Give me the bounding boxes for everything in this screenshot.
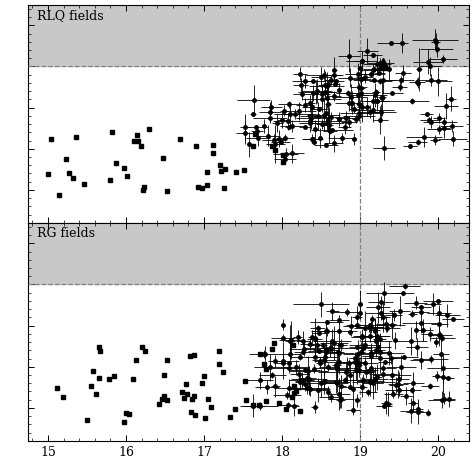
Text: RLQ fields: RLQ fields: [37, 9, 104, 22]
Bar: [28, 223, 469, 284]
Text: RG fields: RG fields: [37, 227, 95, 240]
Bar: [28, 5, 469, 66]
